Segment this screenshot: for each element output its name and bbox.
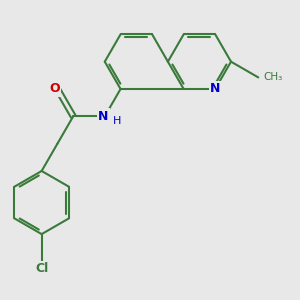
Text: H: H [112, 116, 121, 126]
Text: N: N [210, 82, 220, 95]
Text: O: O [49, 82, 60, 95]
Text: CH₃: CH₃ [263, 72, 282, 82]
Text: Cl: Cl [35, 262, 48, 275]
Text: N: N [98, 110, 108, 123]
